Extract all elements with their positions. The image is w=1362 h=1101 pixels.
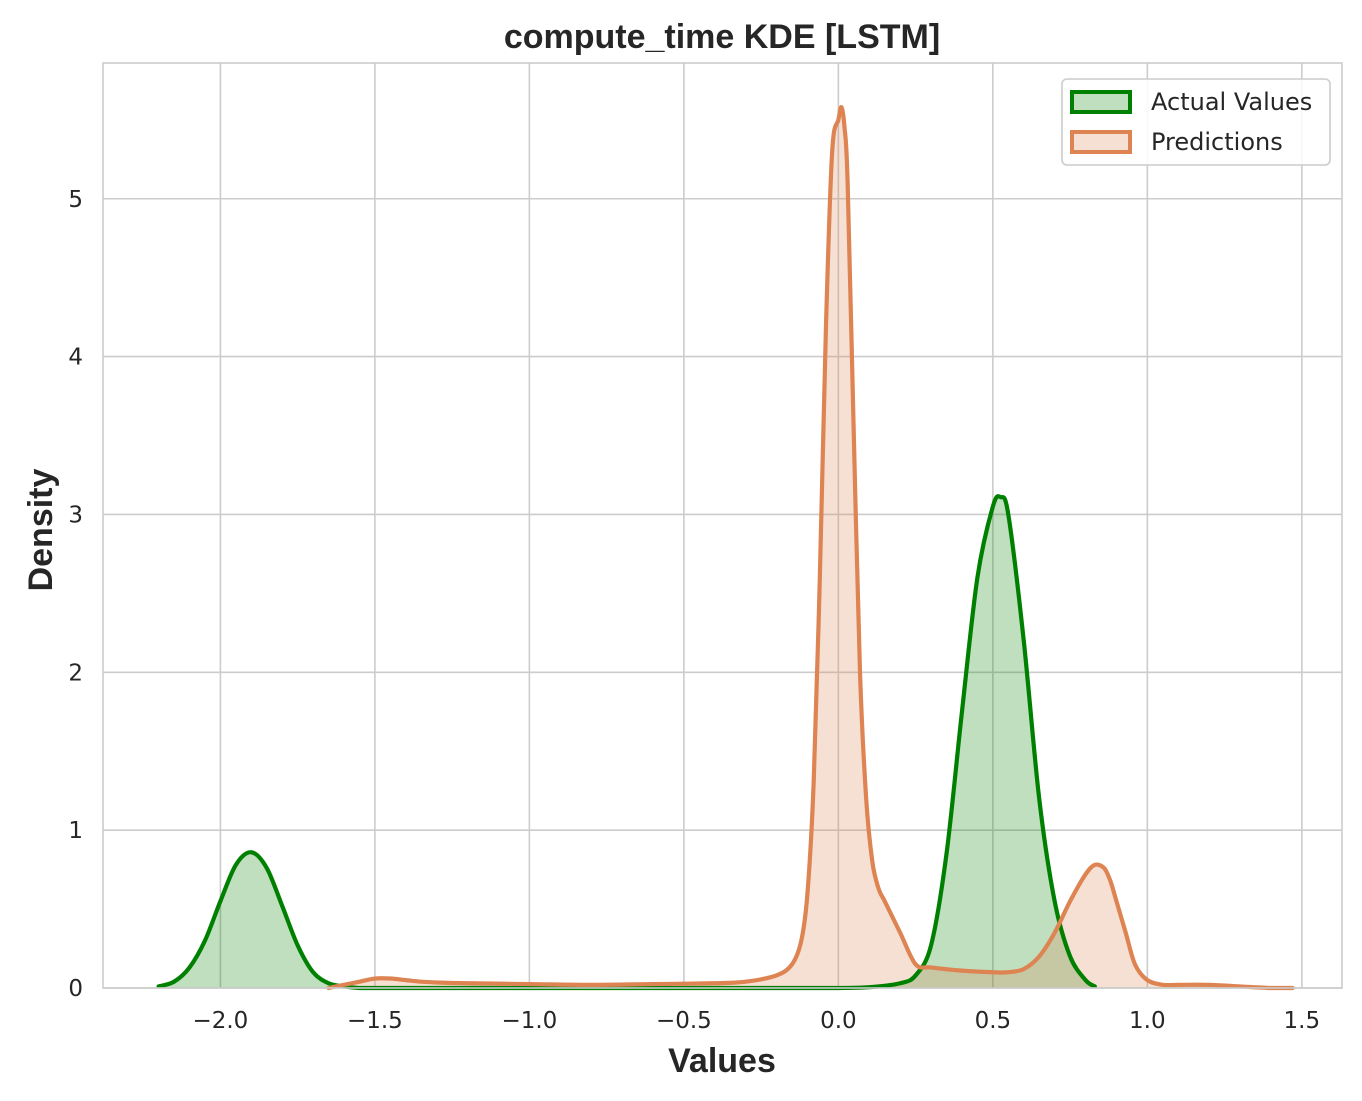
y-tick-label: 4 [68, 345, 83, 371]
x-tick-label: −1.5 [347, 1008, 403, 1034]
series-area-0 [158, 496, 1095, 988]
plot-frame [102, 62, 1343, 989]
y-tick-label: 2 [68, 660, 83, 686]
x-axis-ticks: −2.0 −1.5 −1.0 −0.5 0.0 0.5 1.0 1.5 [192, 1008, 1320, 1034]
series-line-1 [326, 104, 1295, 991]
y-tick-label: 0 [68, 976, 83, 1002]
x-tick-label: 1.0 [1129, 1008, 1166, 1034]
chart-title: compute_time KDE [LSTM] [504, 18, 940, 56]
y-tick-label: 3 [68, 502, 83, 528]
legend-swatch [1070, 130, 1132, 154]
legend-item: Predictions [1070, 128, 1283, 156]
legend: Actual Values Predictions [1061, 78, 1331, 166]
plot-background [103, 63, 1342, 988]
legend-label: Actual Values [1151, 88, 1312, 116]
y-tick-label: 5 [68, 187, 83, 213]
x-axis-label: Values [668, 1042, 776, 1080]
x-tick-label: −0.5 [656, 1008, 712, 1034]
legend-item: Actual Values [1070, 88, 1312, 116]
x-tick-label: 0.0 [820, 1008, 857, 1034]
legend-swatch-bg [1072, 92, 1130, 112]
plot-border [102, 62, 1343, 989]
legend-swatch-bg [1072, 132, 1130, 152]
grid-lines [103, 63, 1342, 989]
y-tick-label: 1 [68, 818, 83, 844]
x-tick-label: 1.5 [1284, 1008, 1321, 1034]
y-axis-label: Density [22, 469, 60, 592]
plot-area [102, 62, 1343, 991]
legend-label: Predictions [1151, 128, 1283, 156]
y-axis-ticks: 0 1 2 3 4 5 [68, 187, 83, 1002]
x-tick-label: 0.5 [975, 1008, 1012, 1034]
x-tick-label: −1.0 [501, 1008, 557, 1034]
x-tick-label: −2.0 [192, 1008, 248, 1034]
legend-swatch [1070, 90, 1132, 114]
